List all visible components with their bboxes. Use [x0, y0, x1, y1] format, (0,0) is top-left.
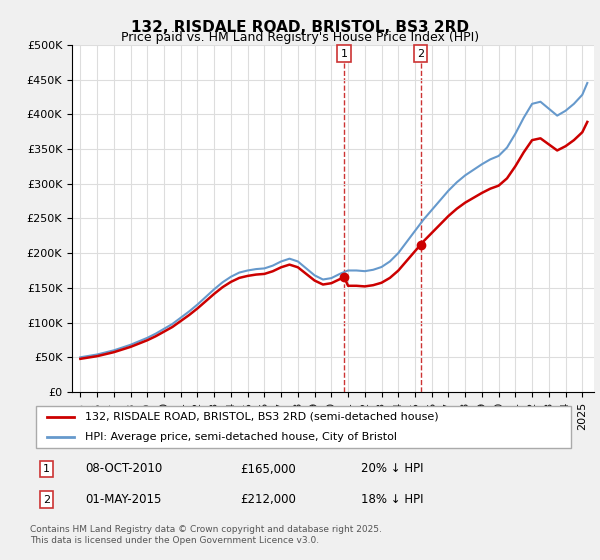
Text: £165,000: £165,000 — [240, 463, 296, 475]
Text: 1: 1 — [43, 464, 50, 474]
Text: £212,000: £212,000 — [240, 493, 296, 506]
Text: 2: 2 — [417, 49, 424, 59]
Text: 18% ↓ HPI: 18% ↓ HPI — [361, 493, 424, 506]
Text: 132, RISDALE ROAD, BRISTOL, BS3 2RD (semi-detached house): 132, RISDALE ROAD, BRISTOL, BS3 2RD (sem… — [85, 412, 439, 422]
Text: Price paid vs. HM Land Registry's House Price Index (HPI): Price paid vs. HM Land Registry's House … — [121, 31, 479, 44]
Text: 2: 2 — [43, 495, 50, 505]
Text: HPI: Average price, semi-detached house, City of Bristol: HPI: Average price, semi-detached house,… — [85, 432, 397, 442]
FancyBboxPatch shape — [35, 405, 571, 449]
Text: 08-OCT-2010: 08-OCT-2010 — [85, 463, 163, 475]
Text: 01-MAY-2015: 01-MAY-2015 — [85, 493, 161, 506]
Text: 132, RISDALE ROAD, BRISTOL, BS3 2RD: 132, RISDALE ROAD, BRISTOL, BS3 2RD — [131, 20, 469, 35]
Text: 1: 1 — [341, 49, 348, 59]
Text: Contains HM Land Registry data © Crown copyright and database right 2025.
This d: Contains HM Land Registry data © Crown c… — [30, 525, 382, 545]
Text: 20% ↓ HPI: 20% ↓ HPI — [361, 463, 424, 475]
